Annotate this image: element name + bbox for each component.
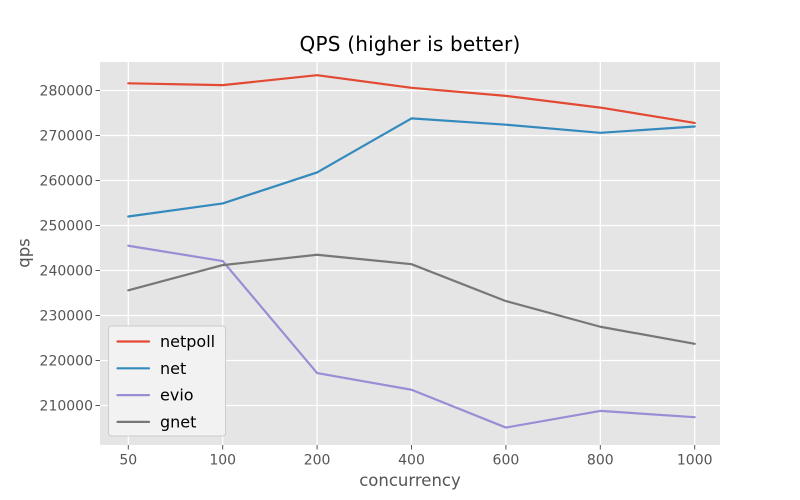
y-tick-label: 240000 <box>40 263 93 279</box>
series-net-line <box>127 117 696 218</box>
y-tick-label: 230000 <box>40 308 93 324</box>
series-gnet-line <box>127 253 696 345</box>
legend-label-net: net <box>160 359 186 378</box>
chart-title: QPS (higher is better) <box>299 32 521 56</box>
series-netpoll-line <box>127 74 696 125</box>
legend-label-evio: evio <box>160 386 194 405</box>
y-tick-label: 260000 <box>40 173 93 189</box>
legend-label-netpoll: netpoll <box>160 332 215 351</box>
x-tick-label: 800 <box>587 453 614 469</box>
y-tick-label: 220000 <box>40 353 93 369</box>
x-tick-label: 200 <box>304 453 331 469</box>
y-tick-label: 210000 <box>40 398 93 414</box>
series-evio-line <box>127 244 696 429</box>
x-tick-label: 100 <box>209 453 236 469</box>
x-tick-label: 400 <box>398 453 425 469</box>
x-tick-label: 600 <box>493 453 520 469</box>
y-tick-label: 250000 <box>40 218 93 234</box>
legend-label-gnet: gnet <box>160 412 196 431</box>
y-tick-label: 280000 <box>40 83 93 99</box>
legend-box <box>108 325 226 437</box>
x-tick-label: 50 <box>119 453 137 469</box>
y-tick-label: 270000 <box>40 128 93 144</box>
x-axis-label: concurrency <box>359 471 461 490</box>
x-tick-label: 1000 <box>677 453 713 469</box>
